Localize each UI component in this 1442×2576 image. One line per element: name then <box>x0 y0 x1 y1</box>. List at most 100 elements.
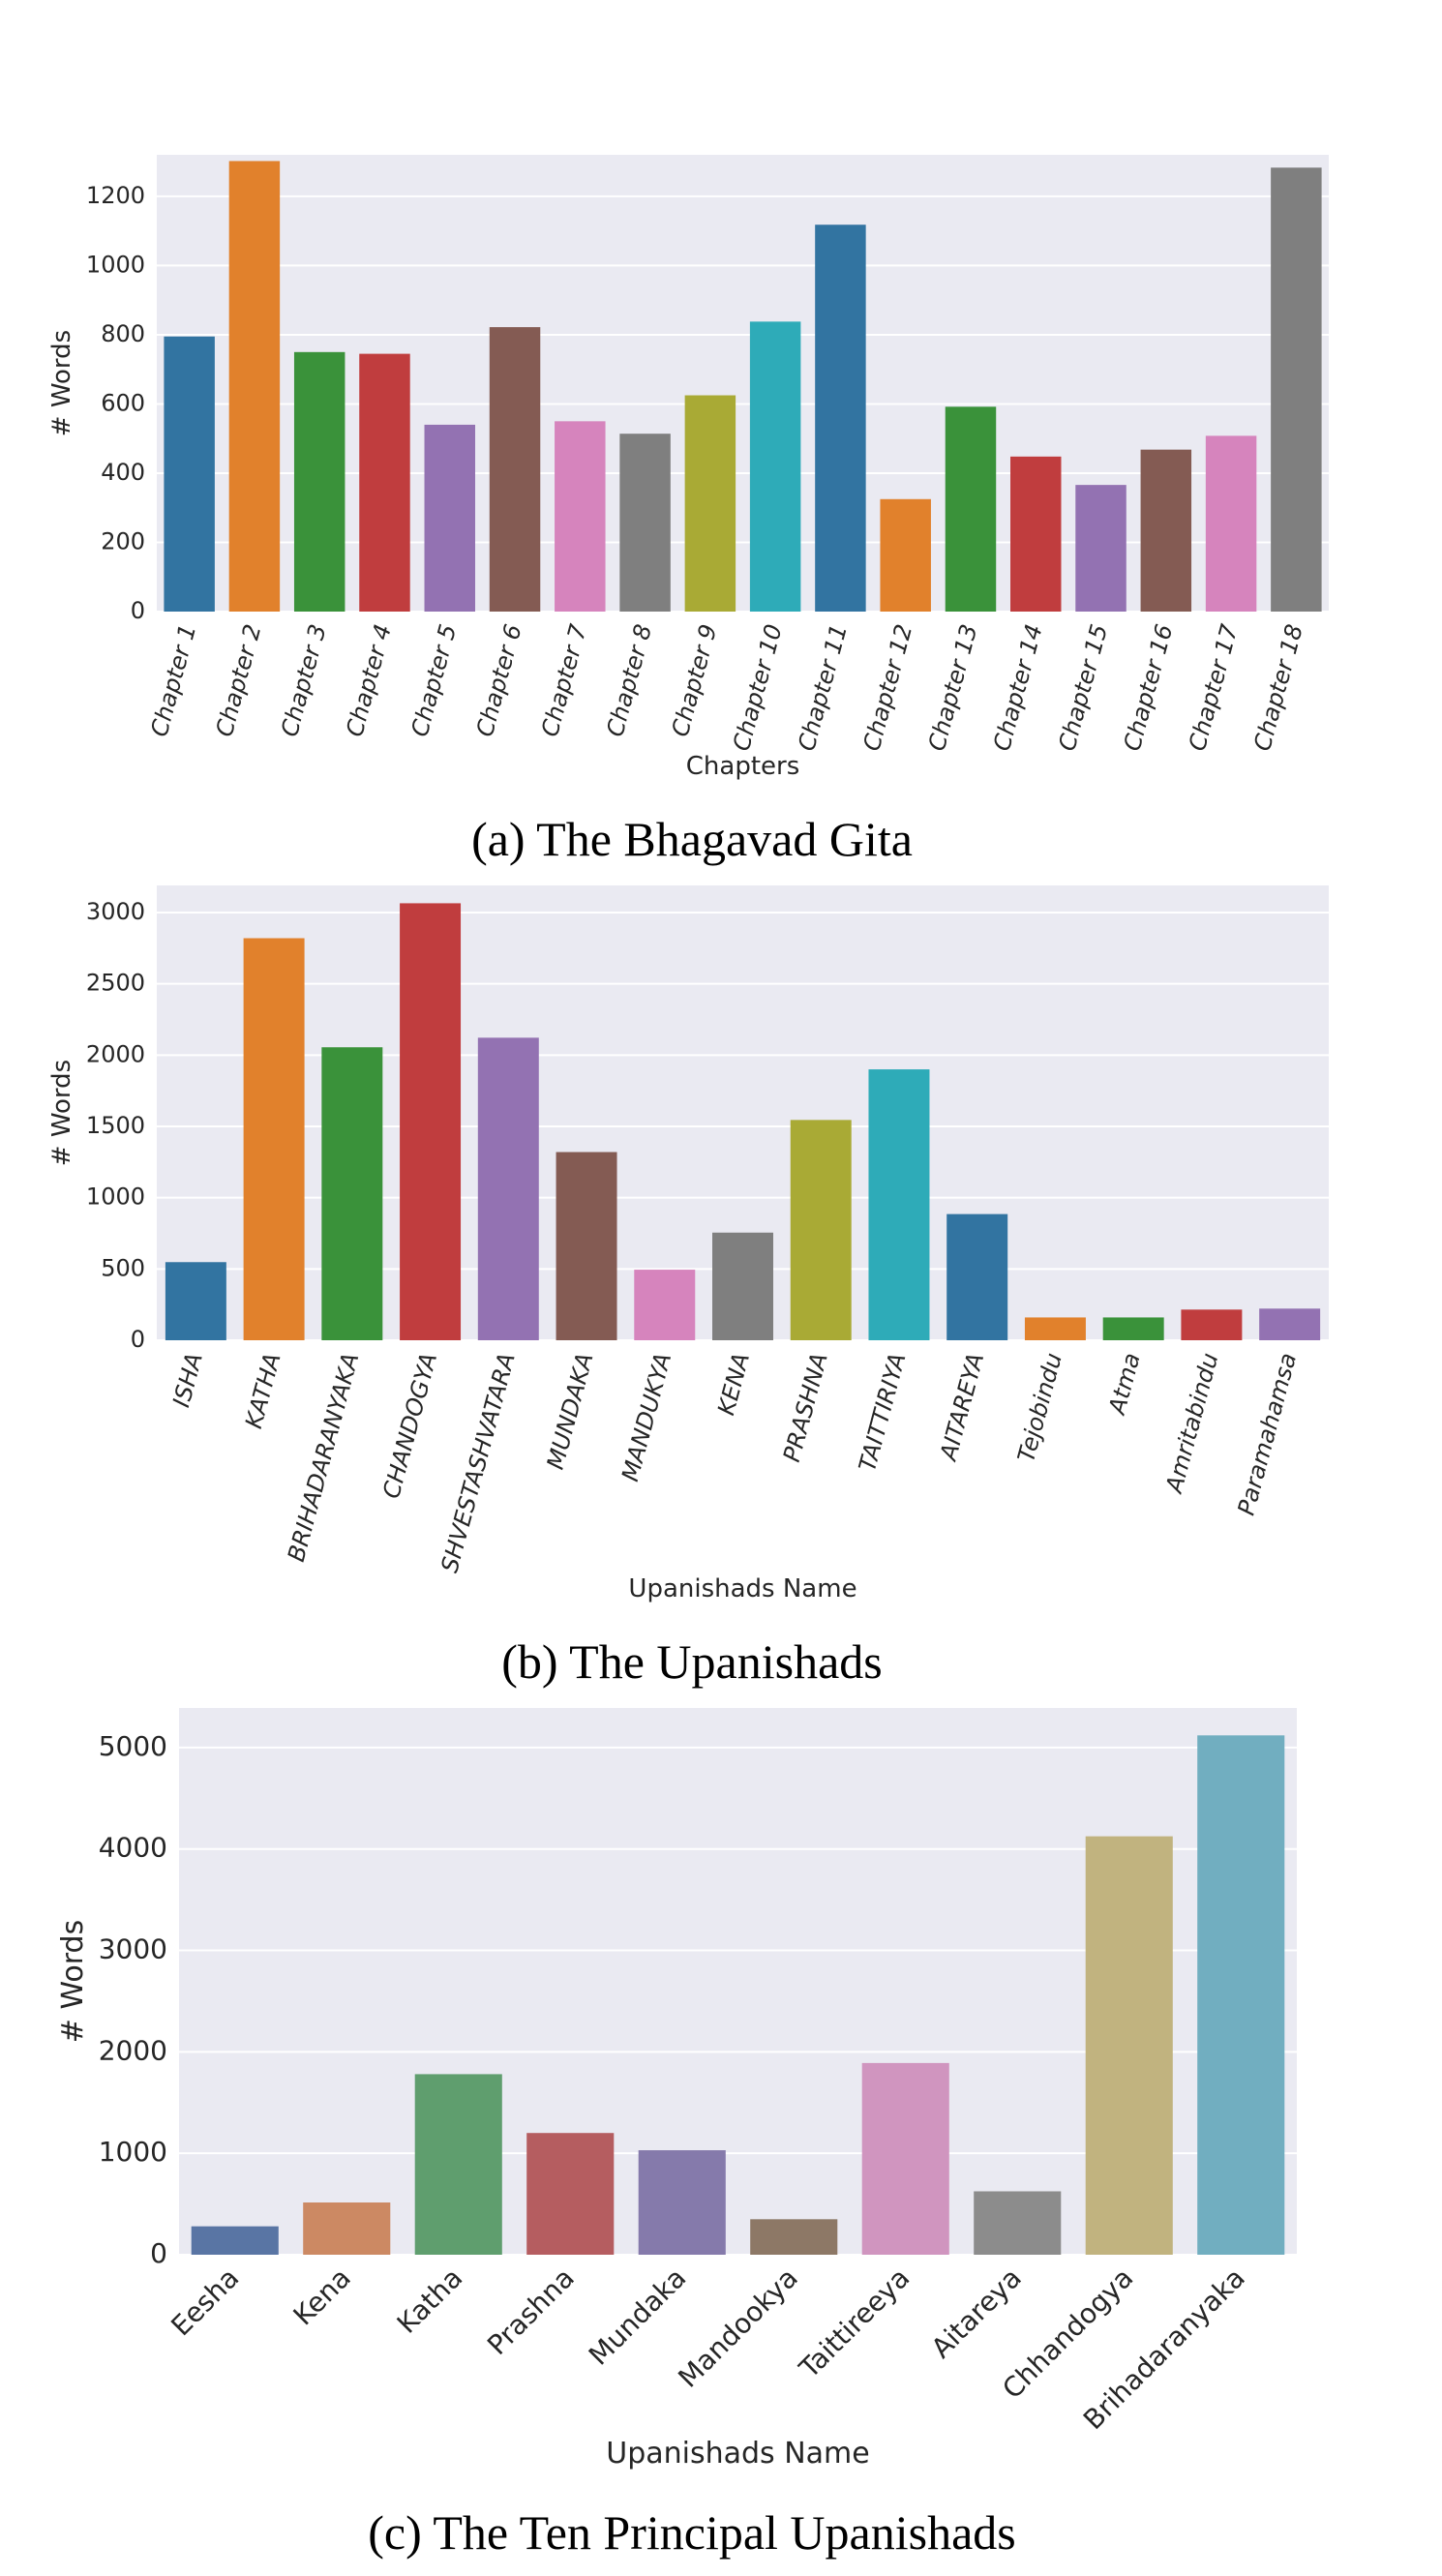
x-tick-label: KENA <box>712 1350 755 1418</box>
bar-prashna <box>790 1120 852 1340</box>
y-tick-label: 5000 <box>99 1730 167 1762</box>
x-tick-label: Chapter 14 <box>988 621 1048 754</box>
x-tick-label: CHANDOGYA <box>377 1350 442 1501</box>
bar-chapter-6 <box>489 327 541 612</box>
bar-chapter-9 <box>684 395 736 612</box>
x-tick-label: SHVESTASHVATARA <box>436 1350 521 1575</box>
bar-mandukya <box>634 1270 696 1340</box>
bar-chapter-11 <box>815 225 866 613</box>
x-tick-label: PRASHNA <box>778 1350 833 1465</box>
bar-chapter-2 <box>228 161 281 612</box>
x-tick-label: Chapter 1 <box>145 621 201 739</box>
x-tick-label: Chapter 5 <box>406 621 462 739</box>
y-axis-label: # Words <box>56 1920 90 2043</box>
x-tick-label: Taittireeya <box>793 2261 916 2384</box>
bar-aitareya <box>946 1213 1008 1340</box>
y-tick-label: 1000 <box>99 2136 167 2168</box>
x-tick-label: Chapter 7 <box>536 620 592 739</box>
bar-chhandogya <box>1085 1836 1173 2255</box>
principal-upanishads-chart: 0 1000 2000 3000 4000 5000 Eesha Kena Katha Prash… <box>56 1708 1297 2471</box>
x-tick-label: Atma <box>1103 1350 1146 1419</box>
y-tick-label: 0 <box>150 2237 167 2269</box>
x-tick-label: Chapter 9 <box>667 621 723 739</box>
y-tick-label: 0 <box>131 597 145 624</box>
x-tick-label: TAITTIRIYA <box>854 1350 911 1474</box>
x-tick-label: Kena <box>287 2261 357 2331</box>
y-tick-label: 2500 <box>86 970 145 997</box>
caption-principal-upanishads: (c) The Ten Principal Upanishads <box>368 2505 1016 2560</box>
y-tick-label: 2000 <box>99 2034 167 2066</box>
x-tick-label: Chapter 10 <box>728 621 788 754</box>
bar-chapter-17 <box>1205 435 1257 612</box>
x-tick-label: Chapter 8 <box>601 621 657 739</box>
x-tick-label: MANDUKYA <box>616 1350 676 1484</box>
x-tick-label: KATHA <box>240 1350 286 1431</box>
y-tick-label: 500 <box>101 1254 145 1281</box>
caption-bhagavad-gita: (a) The Bhagavad Gita <box>471 812 913 866</box>
x-tick-label: Chapter 11 <box>793 621 853 754</box>
x-tick-label: MUNDAKA <box>542 1350 599 1472</box>
x-axis-label: Upanishads Name <box>606 2437 869 2471</box>
y-tick-label: 3000 <box>99 1933 167 1965</box>
y-tick-label: 1500 <box>86 1112 145 1139</box>
bar-chapter-8 <box>619 434 671 612</box>
bar-atma <box>1102 1317 1164 1340</box>
y-axis-label: # Words <box>47 1060 76 1166</box>
bar-prashna <box>526 2133 615 2255</box>
bar-chapter-12 <box>880 498 931 612</box>
x-tick-label: Amritabindu <box>1160 1350 1224 1497</box>
y-tick-label: 400 <box>101 459 145 486</box>
bar-chapter-13 <box>945 406 997 612</box>
y-tick-label: 1000 <box>86 251 145 278</box>
bar-chapter-10 <box>749 321 801 612</box>
bar-brihadaranyaka <box>321 1047 383 1340</box>
x-tick-label: AITAREYA <box>934 1350 989 1465</box>
y-tick-label: 3000 <box>86 898 145 925</box>
upanishads-chart: 0 500 1000 1500 2000 2500 3000 ISHA KATHABRIHADA… <box>47 885 1329 1603</box>
x-tick-label: Chapter 6 <box>471 621 527 739</box>
bar-paramahamsa <box>1259 1308 1321 1340</box>
bar-chapter-1 <box>164 336 215 612</box>
x-tick-label: Chapter 12 <box>857 621 917 754</box>
x-tick-label: Chapter 2 <box>211 621 267 739</box>
bar-chapter-14 <box>1010 456 1062 612</box>
x-tick-label: Mundaka <box>583 2261 692 2371</box>
y-tick-label: 4000 <box>99 1832 167 1864</box>
bar-shvestashvatara <box>477 1037 539 1340</box>
bar-mundaka <box>556 1152 617 1340</box>
x-tick-label: Chapter 17 <box>1184 620 1244 754</box>
y-tick-label: 2000 <box>86 1040 145 1067</box>
bar-chapter-5 <box>424 424 475 612</box>
y-tick-label: 0 <box>131 1326 145 1353</box>
x-tick-label: Chapter 4 <box>341 621 397 739</box>
x-tick-label: Chapter 18 <box>1248 621 1308 754</box>
bar-tejobindu <box>1024 1317 1086 1340</box>
x-axis-label: Upanishads Name <box>628 1574 856 1603</box>
x-tick-label: Eesha <box>165 2261 245 2342</box>
bar-chapter-7 <box>555 421 606 612</box>
x-axis-label: Chapters <box>686 752 800 781</box>
bar-mundaka <box>638 2150 726 2255</box>
y-tick-label: 600 <box>101 389 145 416</box>
y-axis-label: # Words <box>47 330 76 436</box>
bar-chapter-18 <box>1271 167 1322 613</box>
bar-mandookya <box>750 2219 838 2255</box>
bar-katha <box>243 938 305 1340</box>
x-tick-label: BRIHADARANYAKA <box>283 1350 365 1565</box>
bar-chapter-3 <box>293 351 345 612</box>
bar-chapter-15 <box>1075 485 1127 612</box>
x-tick-label: Paramahamsa <box>1233 1350 1303 1518</box>
x-tick-label: ISHA <box>167 1350 208 1410</box>
bar-brihadaranyaka <box>1197 1735 1285 2255</box>
y-tick-label: 800 <box>101 320 145 347</box>
x-tick-label: Tejobindu <box>1012 1350 1067 1465</box>
x-tick-label: Chapter 3 <box>276 621 332 739</box>
y-tick-label: 1200 <box>86 182 145 209</box>
x-tick-label: Chapter 13 <box>923 621 983 754</box>
bar-taittiriya <box>868 1069 930 1340</box>
x-tick-label: Chapter 16 <box>1119 621 1179 754</box>
bar-taittireeya <box>861 2062 949 2255</box>
x-tick-label: Katha <box>391 2261 469 2340</box>
y-tick-label: 200 <box>101 527 145 554</box>
bar-chapter-4 <box>359 353 410 612</box>
